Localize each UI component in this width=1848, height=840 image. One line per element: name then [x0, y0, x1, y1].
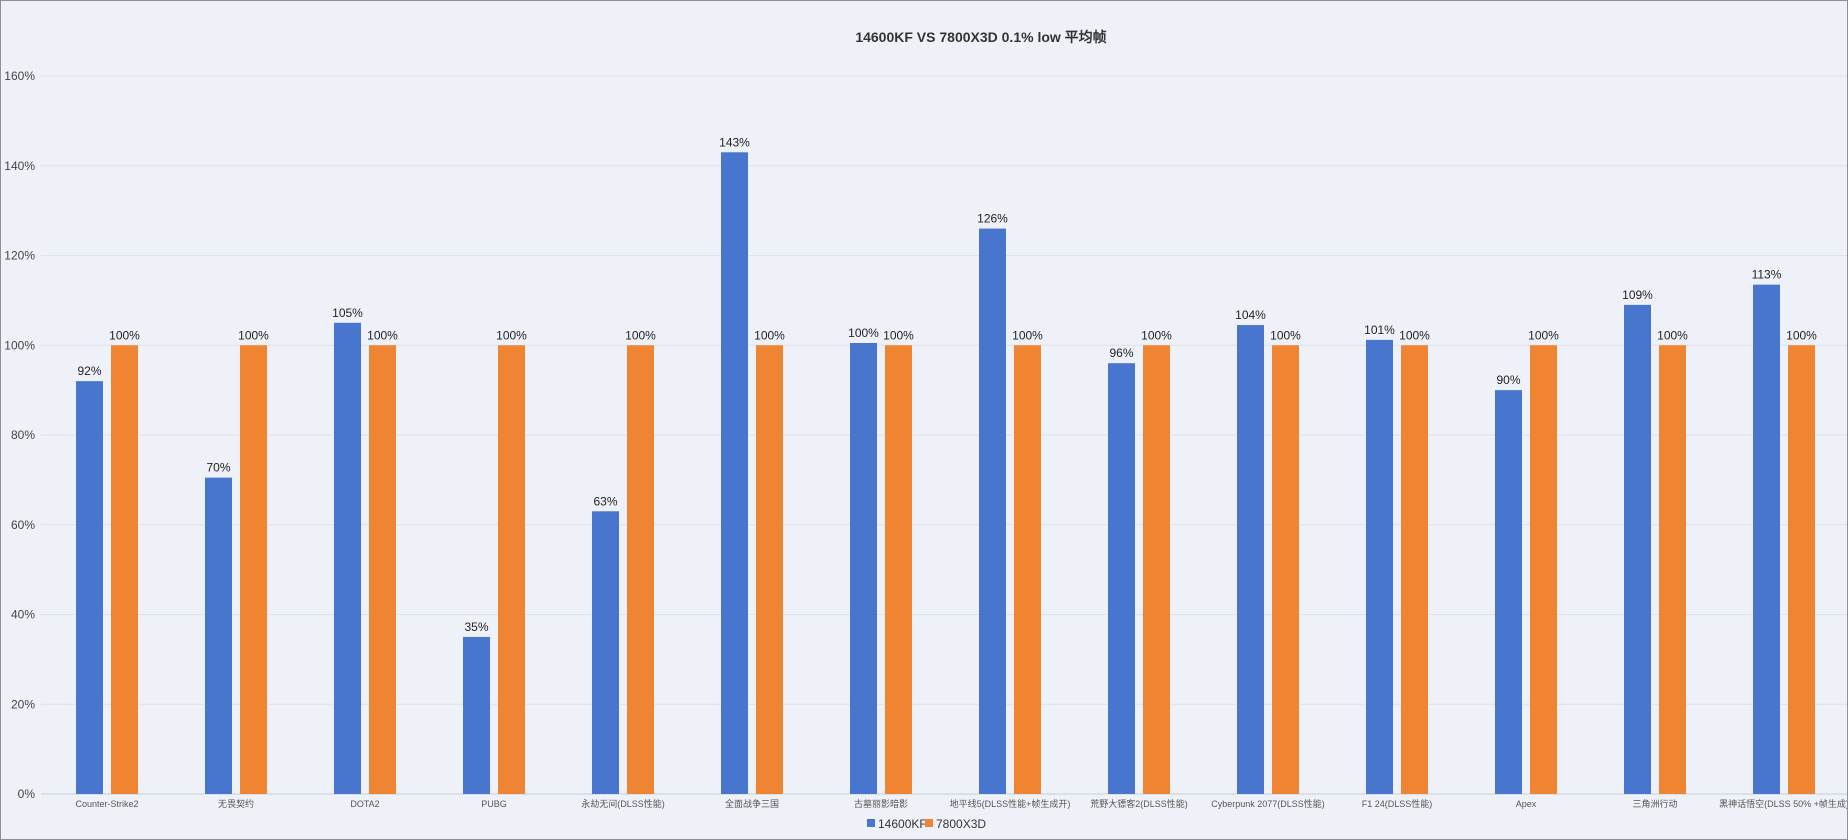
- legend-label: 7800X3D: [936, 817, 986, 831]
- legend-swatch-7800x3d: [925, 819, 933, 827]
- x-tick-label: Apex: [1516, 799, 1537, 809]
- data-label: 100%: [1399, 328, 1430, 342]
- x-tick-label: 全面战争三国: [725, 798, 779, 809]
- data-label: 100%: [1012, 328, 1043, 342]
- data-label: 100%: [109, 328, 140, 342]
- bar-14600kf: [1366, 339, 1393, 794]
- bar-14600kf: [979, 228, 1006, 794]
- x-tick-label: PUBG: [481, 799, 507, 809]
- y-tick-label: 40%: [11, 608, 35, 622]
- data-label: 100%: [1141, 328, 1172, 342]
- x-tick-label: 无畏契约: [218, 798, 254, 809]
- bar-7800x3d: [1014, 345, 1041, 794]
- data-label: 126%: [977, 212, 1008, 226]
- x-tick-label: Cyberpunk 2077(DLSS性能): [1211, 798, 1325, 809]
- gridlines: [41, 75, 1847, 795]
- data-label: 143%: [719, 135, 750, 149]
- bar-7800x3d: [1401, 345, 1428, 794]
- bar-14600kf: [1495, 390, 1522, 794]
- bar-7800x3d: [1143, 345, 1170, 794]
- data-label: 109%: [1622, 288, 1653, 302]
- y-axis-ticks: 0% 20% 40% 60% 80% 100% 120% 140% 160%: [4, 69, 35, 801]
- bar-14600kf: [1753, 284, 1780, 794]
- chart-title: 14600KF VS 7800X3D 0.1% low 平均帧: [855, 29, 1106, 45]
- bar-14600kf: [76, 381, 103, 794]
- data-label: 96%: [1109, 346, 1133, 360]
- x-tick-label: 永劫无间(DLSS性能): [581, 798, 665, 809]
- data-label: 100%: [367, 328, 398, 342]
- data-label: 35%: [464, 620, 488, 634]
- bar-7800x3d: [369, 345, 396, 794]
- y-tick-label: 20%: [11, 697, 35, 711]
- data-label: 90%: [1496, 373, 1520, 387]
- data-label: 63%: [593, 494, 617, 508]
- data-label: 100%: [1270, 328, 1301, 342]
- data-label: 100%: [625, 328, 656, 342]
- bar-7800x3d: [1659, 345, 1686, 794]
- y-tick-label: 0%: [18, 787, 36, 801]
- bar-7800x3d: [1530, 345, 1557, 794]
- bar-7800x3d: [885, 345, 912, 794]
- legend-swatch-14600kf: [867, 819, 875, 827]
- bar-14600kf: [463, 636, 490, 794]
- data-label: 100%: [238, 328, 269, 342]
- data-label: 100%: [848, 326, 879, 340]
- bar-7800x3d: [1272, 345, 1299, 794]
- y-tick-label: 120%: [4, 249, 35, 263]
- x-tick-label: 黑神话悟空(DLSS 50% +帧生成): [1719, 798, 1847, 809]
- y-tick-label: 140%: [4, 159, 35, 173]
- bar-7800x3d: [240, 345, 267, 794]
- bars: [76, 152, 1815, 795]
- x-tick-label: Counter-Strike2: [75, 799, 138, 809]
- bar-14600kf: [592, 511, 619, 794]
- y-tick-label: 160%: [4, 69, 35, 83]
- x-tick-label: 地平线5(DLSS性能+帧生成开): [950, 798, 1071, 809]
- bar-7800x3d: [756, 345, 783, 794]
- data-label: 100%: [1528, 328, 1559, 342]
- bar-14600kf: [721, 152, 748, 795]
- y-tick-label: 80%: [11, 428, 35, 442]
- legend-label: 14600KF: [878, 817, 927, 831]
- bar-7800x3d: [627, 345, 654, 794]
- x-tick-label: 荒野大镖客2(DLSS性能): [1090, 798, 1188, 809]
- data-label: 100%: [496, 328, 527, 342]
- y-tick-label: 100%: [4, 338, 35, 352]
- bar-14600kf: [850, 343, 877, 794]
- bar-7800x3d: [111, 345, 138, 794]
- bar-7800x3d: [498, 345, 525, 794]
- data-label: 92%: [77, 364, 101, 378]
- x-tick-label: DOTA2: [350, 799, 379, 809]
- x-tick-label: 古墓丽影暗影: [854, 798, 908, 809]
- data-label: 113%: [1752, 268, 1782, 282]
- data-label: 101%: [1364, 323, 1395, 337]
- bar-14600kf: [205, 477, 232, 794]
- x-axis-ticks: Counter-Strike2 无畏契约 DOTA2 PUBG 永劫无间(DLSS性能)…: [75, 798, 1847, 809]
- data-label: 104%: [1235, 308, 1266, 322]
- data-label: 100%: [1657, 328, 1688, 342]
- data-label: 100%: [754, 328, 785, 342]
- bar-7800x3d: [1788, 345, 1815, 794]
- bar-14600kf: [1108, 363, 1135, 794]
- data-label: 105%: [332, 306, 363, 320]
- bar-14600kf: [1624, 304, 1651, 794]
- x-tick-label: 三角洲行动: [1632, 798, 1677, 809]
- legend: 14600KF 7800X3D: [867, 817, 986, 831]
- data-labels: 92% 100% 70% 100% 105% 100% 35% 100% 63% 100% 143%…: [77, 135, 1817, 634]
- data-label: 70%: [206, 461, 230, 475]
- data-label: 100%: [1786, 328, 1817, 342]
- x-tick-label: F1 24(DLSS性能): [1362, 798, 1433, 809]
- data-label: 100%: [883, 328, 914, 342]
- bar-14600kf: [1237, 325, 1264, 794]
- bar-14600kf: [334, 322, 361, 794]
- y-tick-label: 60%: [11, 518, 35, 532]
